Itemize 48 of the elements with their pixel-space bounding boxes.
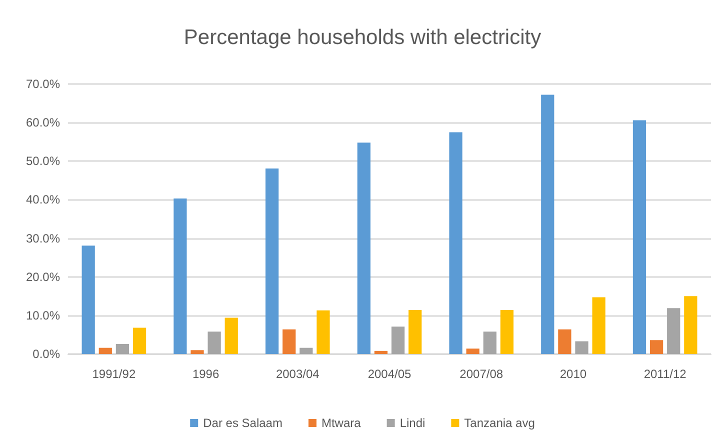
legend-label: Lindi [400, 416, 426, 430]
bar [667, 308, 680, 354]
chart-title: Percentage households with electricity [184, 26, 542, 49]
bar [592, 297, 606, 354]
bar [174, 198, 187, 354]
bar [82, 246, 95, 354]
bar [650, 340, 664, 354]
bar [483, 332, 496, 354]
x-tick-label: 1991/92 [92, 367, 136, 381]
bar [357, 142, 370, 354]
bar [541, 94, 554, 354]
bar [558, 329, 572, 354]
bar [282, 329, 296, 354]
bar [116, 344, 130, 354]
legend-label: Mtwara [321, 416, 362, 430]
bar [408, 310, 422, 354]
x-tick-label: 2007/08 [460, 367, 504, 381]
bar [449, 132, 462, 354]
bar [190, 350, 204, 354]
bar [224, 318, 238, 354]
x-tick-label: 2003/04 [276, 367, 320, 381]
bar [391, 326, 405, 354]
bar [374, 350, 388, 354]
y-tick-label: 0.0% [32, 347, 60, 361]
bar [98, 348, 112, 354]
y-tick-label: 30.0% [26, 231, 60, 246]
x-tick-label: 1996 [192, 367, 220, 381]
x-tick-label: 2004/05 [368, 367, 412, 381]
y-tick-label: 10.0% [26, 308, 60, 322]
bar [132, 328, 146, 354]
bar [316, 310, 330, 354]
y-tick-label: 70.0% [26, 77, 60, 91]
y-tick-label: 20.0% [26, 270, 60, 284]
bar [466, 348, 480, 354]
bar [632, 120, 646, 354]
bar [575, 341, 588, 354]
legend-label: Dar es Salaam [203, 416, 282, 430]
bar [500, 310, 514, 354]
bar [300, 348, 313, 354]
y-tick-label: 60.0% [26, 116, 60, 130]
legend-label: Tanzania avg [464, 416, 535, 430]
bar [684, 296, 698, 354]
x-tick-label: 2010 [560, 367, 587, 381]
bar [208, 332, 221, 354]
y-tick-label: 40.0% [26, 192, 60, 207]
bar [265, 168, 279, 354]
x-tick-label: 2011/12 [644, 367, 687, 381]
y-tick-label: 50.0% [26, 154, 60, 168]
